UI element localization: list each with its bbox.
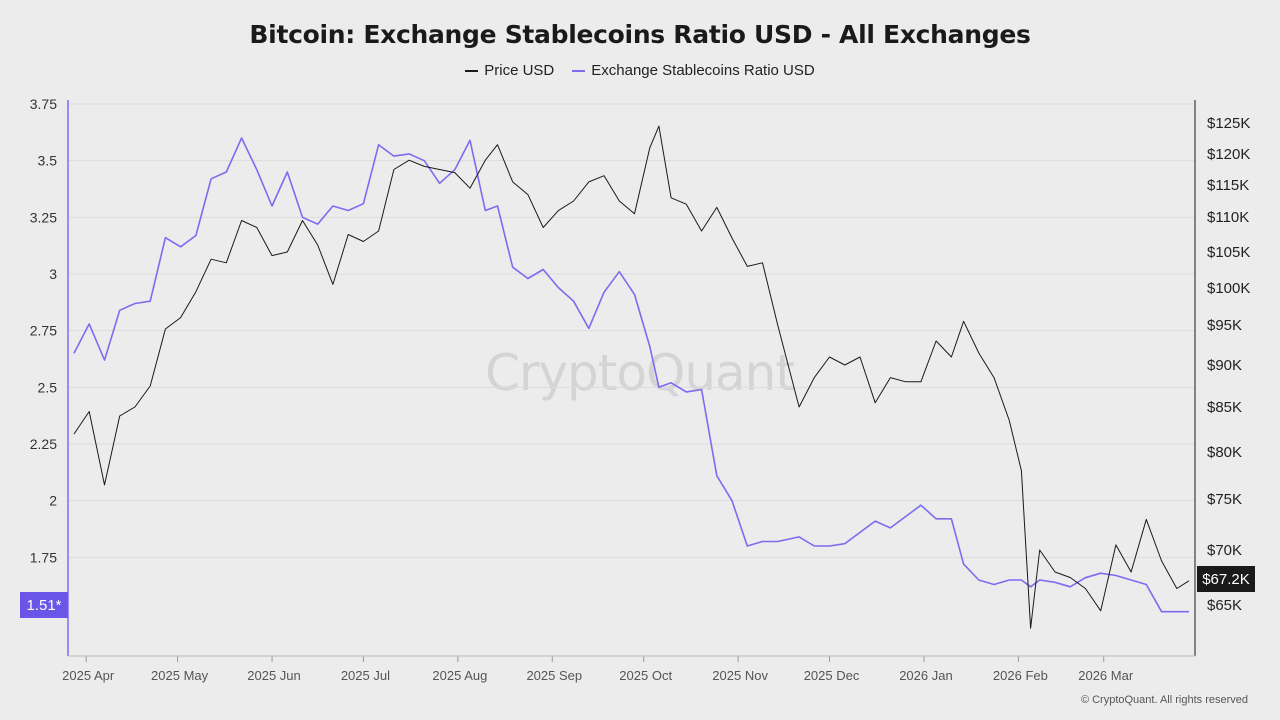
legend-item-price[interactable]: Price USD [465,62,554,79]
copyright-notice: © CryptoQuant. All rights reserved [1080,694,1248,706]
y-right-tick-label: $95K [1207,317,1242,334]
series-line-stablecoin-ratio [73,137,1189,613]
y-left-tick-label: 3.75 [30,96,57,112]
x-tick-label: 2025 Oct [619,668,672,683]
x-tick-label: 2025 Dec [804,668,860,683]
x-tick-label: 2025 May [151,668,209,683]
y-left-tick-label: 3 [49,266,57,282]
legend-label-price: Price USD [484,62,555,79]
legend-swatch-ratio [572,69,586,72]
y-left-tick-label: 2.25 [30,436,57,452]
x-tick-label: 2026 Mar [1078,668,1134,683]
x-tick-label: 2025 Nov [712,668,768,683]
y-right-tick-label: $125K [1207,115,1250,132]
last-value-badge-left: 1.51* [20,592,68,618]
y-left-tick-label: 1.75 [30,549,57,565]
x-tick-label: 2025 Jul [341,668,390,683]
y-right-tick-label: $75K [1207,491,1242,508]
chart-legend: Price USD Exchange Stablecoins Ratio USD [0,62,1280,79]
x-tick-label: 2026 Feb [993,668,1048,683]
y-right-tick-label: $85K [1207,399,1242,416]
y-left-tick-label: 3.5 [38,153,58,169]
y-left-tick-label: 3.25 [30,209,57,225]
y-right-tick-label: $100K [1207,280,1250,297]
y-right-tick-label: $80K [1207,444,1242,461]
last-value-badge-right: $67.2K [1197,566,1255,592]
y-left-tick-label: 2.75 [30,323,57,339]
chart-title: Bitcoin: Exchange Stablecoins Ratio USD … [249,20,1031,49]
x-tick-label: 2025 Apr [62,668,115,683]
y-right-tick-label: $115K [1207,177,1249,194]
y-right-tick-label: $90K [1207,357,1242,374]
y-right-tick-label: $120K [1207,146,1250,163]
legend-swatch-price [465,69,479,72]
legend-label-ratio: Exchange Stablecoins Ratio USD [591,62,815,79]
x-tick-label: 2025 Jun [247,668,301,683]
x-tick-label: 2025 Sep [526,668,582,683]
y-left-tick-label: 2 [49,493,57,509]
y-right-tick-label: $105K [1207,244,1250,261]
watermark-logo: CryptoQuant [485,344,795,402]
legend-item-ratio[interactable]: Exchange Stablecoins Ratio USD [572,62,815,79]
series-line-price [73,125,1190,629]
y-right-tick-label: $110K [1207,209,1249,226]
x-tick-label: 2025 Aug [432,668,487,683]
x-tick-label: 2026 Jan [899,668,953,683]
y-right-tick-label: $70K [1207,542,1242,559]
y-left-tick-label: 2.5 [38,379,58,395]
y-right-tick-label: $65K [1207,597,1242,614]
